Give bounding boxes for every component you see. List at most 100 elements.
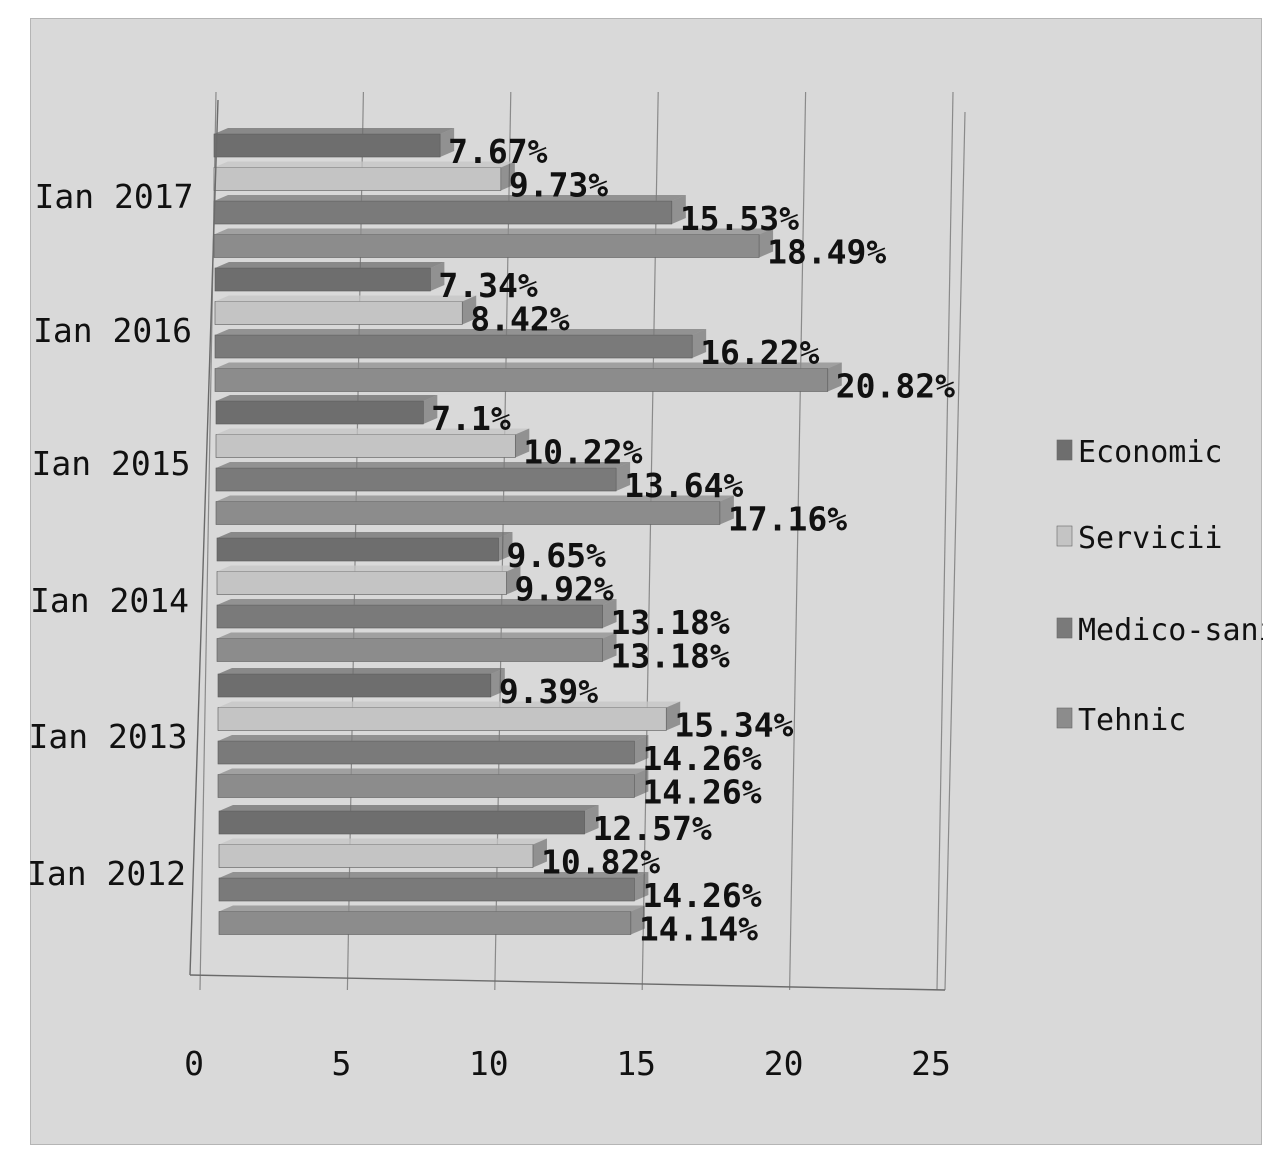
bar [217,673,492,698]
data-label: 7.34% [438,266,537,305]
labels-layer: Ian 2012 Ian 2013 Ian 2014 Ian 2015 Ian 2016… [27,132,955,949]
bar-end [584,805,599,834]
bar-end [666,701,681,731]
category-label: Ian 2012 [27,854,186,893]
legend-label: Tehnic [1078,703,1186,738]
data-label: 13.18% [611,637,730,676]
legend-label: Economic [1078,435,1223,470]
bar-top [219,805,599,811]
x-tick-label: 0 [184,1044,204,1083]
bar-end [692,329,707,358]
bar-top [214,128,455,134]
wall-edge [944,111,966,991]
bar [218,911,632,935]
data-label: 7.67% [448,132,547,171]
bar-end [440,128,455,157]
bar-end [423,395,438,424]
data-label: 15.53% [680,199,799,238]
bar [216,537,499,562]
bar-top [218,768,649,775]
bar-end [827,362,842,392]
bar-end [630,905,645,935]
bar-top [219,872,649,878]
bar-top [219,905,645,912]
bar-top [214,228,774,235]
axis-layer: 0 5 10 15 20 25 [184,99,951,1083]
data-label: 14.26% [642,876,761,915]
bar-end [634,735,649,764]
category-label: Ian 2014 [30,581,189,620]
bar-end [602,599,617,628]
bar-top [215,295,477,302]
bar [218,844,534,868]
data-label: 13.18% [611,603,730,642]
bars-layer [213,128,842,935]
bar-top [218,701,681,708]
data-label: 9.92% [514,570,613,609]
data-label: 9.65% [506,536,605,575]
bar-end [515,428,530,458]
bar-end [506,565,521,595]
bar [217,774,635,798]
data-label: 9.39% [499,672,598,711]
data-label: 7.1% [431,399,511,438]
bar-top [219,838,547,845]
gridline [789,91,807,991]
bar-top [217,599,617,605]
data-label: 10.82% [541,843,660,882]
data-label: 10.22% [523,433,642,472]
bar-top [215,329,707,335]
bar [213,133,441,158]
bar-end [616,462,631,491]
x-tick-label: 15 [616,1044,656,1083]
bar-end [490,668,505,697]
bar [214,267,431,292]
bar-top [216,462,631,468]
bar-top [216,395,438,401]
data-label: 15.34% [674,706,793,745]
category-label: Ian 2013 [29,717,188,756]
bar-end [498,532,513,561]
legend-swatch [1056,617,1073,639]
bar-top [215,362,842,369]
bar-end [634,872,649,901]
bar [217,707,667,731]
bar-end [634,768,649,798]
bar [215,400,424,425]
x-tick-label: 10 [469,1044,509,1083]
legend-label: Servicii [1078,521,1223,556]
bar [213,234,760,258]
legend-swatch [1056,439,1073,461]
data-label: 16.22% [700,333,819,372]
bar-end [532,838,547,868]
data-label: 17.16% [728,500,847,539]
category-label: Ian 2015 [32,444,191,483]
bar-top [216,428,530,435]
bar-top [218,668,505,674]
data-label: 8.42% [470,300,569,339]
data-label: 14.26% [642,773,761,812]
bar [216,638,603,662]
legend-swatch [1056,525,1073,547]
category-label: Ian 2017 [35,177,194,216]
bar-end [671,195,686,224]
category-label: Ian 2016 [33,311,192,350]
bar-top [215,262,445,268]
bar-top [214,195,686,201]
legend-layer: Economic Servicii Medico-sanitar Tehnic [1056,435,1263,738]
legend-swatch [1056,707,1073,729]
bar-end [430,262,445,291]
legend-label: Medico-sanitar [1078,613,1263,648]
bar [216,571,507,595]
x-axis-line [189,974,946,991]
data-label: 14.14% [639,910,758,949]
bar-end [719,495,734,525]
bar-top [216,495,734,502]
x-tick-label: 25 [911,1044,951,1083]
data-label: 12.57% [593,809,712,848]
data-label: 14.26% [642,739,761,778]
x-tick-label: 5 [331,1044,351,1083]
bar-end [500,161,515,191]
